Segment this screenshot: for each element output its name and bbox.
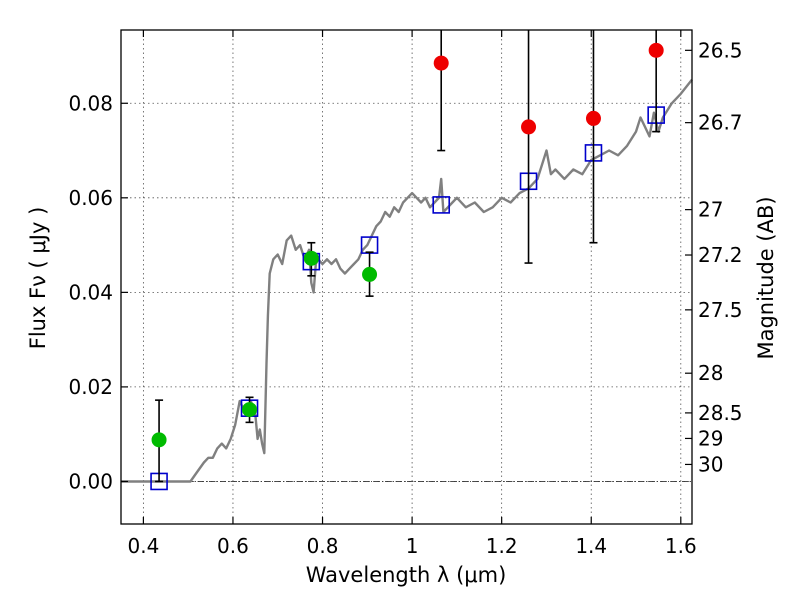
photometry-point bbox=[362, 251, 378, 297]
magnitude-tick-label: 28 bbox=[698, 361, 723, 385]
data-marker bbox=[521, 119, 537, 135]
magnitude-tick-label: 30 bbox=[698, 452, 723, 476]
photometry-point bbox=[433, 30, 449, 152]
data-marker bbox=[242, 402, 258, 418]
x-tick-label: 1.2 bbox=[486, 534, 518, 558]
x-tick-label: 1.4 bbox=[575, 534, 607, 558]
magnitude-tick-label: 27.2 bbox=[698, 243, 743, 267]
data-marker bbox=[303, 250, 319, 266]
spectrum-series bbox=[121, 78, 693, 483]
y-tick-label: 0.02 bbox=[68, 375, 113, 399]
x-tick-label: 0.4 bbox=[127, 534, 159, 558]
y-tick-label: 0.06 bbox=[68, 186, 113, 210]
x-tick-label: 0.6 bbox=[217, 534, 249, 558]
x-axis-ticks: 0.4 0.6 0.8 1 1.2 1.4 1.6 bbox=[127, 30, 697, 558]
magnitude-tick-label: 26.5 bbox=[698, 38, 743, 62]
data-marker bbox=[585, 110, 601, 126]
magnitude-tick-label: 29 bbox=[698, 426, 723, 450]
plot-frame bbox=[120, 29, 693, 525]
magnitude-axis-label: Magnitude (AB) bbox=[754, 196, 778, 359]
photometry-series bbox=[151, 30, 664, 483]
photometry-point bbox=[521, 30, 537, 264]
data-marker bbox=[151, 432, 167, 448]
y-axis-ticks: 0.00 0.02 0.04 0.06 0.08 bbox=[68, 91, 128, 493]
magnitude-tick-label: 27.5 bbox=[698, 298, 743, 322]
x-axis-label: Wavelength λ (μm) bbox=[306, 563, 507, 587]
x-tick-label: 1.6 bbox=[665, 534, 697, 558]
x-tick-label: 1 bbox=[406, 534, 419, 558]
magnitude-tick-label: 28.5 bbox=[698, 401, 743, 425]
photometry-point bbox=[242, 396, 258, 424]
photometry-point bbox=[303, 241, 319, 277]
y-tick-label: 0.00 bbox=[68, 469, 113, 493]
spectrum-line bbox=[121, 78, 693, 483]
y-axis-label: Flux Fν ( μJy ) bbox=[26, 207, 50, 350]
magnitude-tick-label: 26.7 bbox=[698, 111, 743, 135]
y-tick-label: 0.04 bbox=[68, 280, 113, 304]
y-tick-label: 0.08 bbox=[68, 91, 113, 115]
data-marker bbox=[648, 42, 664, 58]
model-flux-box bbox=[432, 196, 451, 214]
grid-lines bbox=[121, 30, 692, 524]
data-marker bbox=[433, 55, 449, 71]
photometry-point bbox=[151, 399, 167, 483]
x-tick-label: 0.8 bbox=[307, 534, 339, 558]
photometry-point bbox=[648, 30, 664, 133]
data-marker bbox=[362, 266, 378, 282]
magnitude-tick-label: 27 bbox=[698, 198, 723, 222]
photometry-point bbox=[585, 30, 601, 244]
